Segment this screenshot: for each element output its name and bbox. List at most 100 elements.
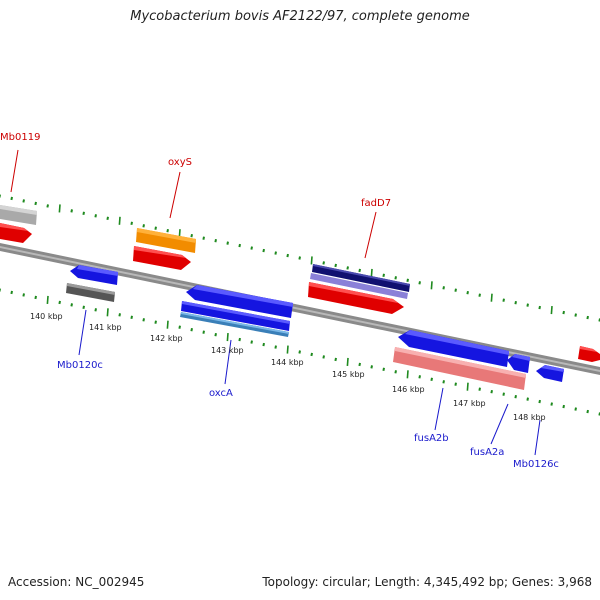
major-tick <box>118 216 121 225</box>
gene-arrow-oxca[interactable] <box>186 285 293 318</box>
minor-tick <box>274 345 277 349</box>
minor-tick <box>454 382 457 386</box>
outer-tick-track <box>0 194 600 322</box>
minor-tick <box>418 375 421 379</box>
gene-arrow-red-right[interactable] <box>578 346 600 362</box>
minor-tick <box>154 320 157 324</box>
gene-arrow-red-oxys[interactable] <box>133 246 191 270</box>
minor-tick <box>322 355 325 359</box>
minor-tick <box>562 310 565 315</box>
gene-arrow-fusa2b-pink[interactable] <box>393 347 526 390</box>
minor-tick <box>250 340 253 344</box>
minor-tick <box>250 246 253 250</box>
minor-tick <box>454 288 457 292</box>
minor-tick <box>574 313 577 317</box>
major-tick <box>406 370 409 379</box>
accession-label: Accession: NC_002945 <box>8 575 145 589</box>
minor-tick <box>562 404 565 409</box>
label-oxys[interactable]: oxyS <box>168 157 192 168</box>
gene-arrow-fusa2b[interactable] <box>398 330 509 367</box>
minor-tick <box>322 261 325 265</box>
major-tick <box>166 320 169 329</box>
gene-arrow-mb0126c[interactable] <box>536 365 564 382</box>
minor-tick <box>298 256 301 260</box>
minor-tick <box>334 357 337 362</box>
major-tick <box>106 308 109 317</box>
minor-tick <box>586 315 589 320</box>
minor-tick <box>370 365 373 369</box>
minor-tick <box>94 308 97 312</box>
minor-tick <box>178 325 181 329</box>
gene-arrow-red-mb0119[interactable] <box>0 223 32 243</box>
minor-tick <box>442 380 445 384</box>
minor-tick <box>262 342 265 347</box>
minor-tick <box>406 278 409 283</box>
label-mb0126c[interactable]: Mb0126c <box>513 459 559 470</box>
major-tick <box>430 281 433 290</box>
minor-tick <box>346 266 349 270</box>
genome-backbone <box>0 243 600 375</box>
minor-tick <box>310 352 313 357</box>
gene-arrow-fadd7[interactable] <box>310 264 410 299</box>
minor-tick <box>82 305 85 310</box>
major-tick <box>226 333 229 342</box>
scale-labels: 140 kbp 141 kbp 142 kbp 143 kbp 144 kbp … <box>30 312 546 422</box>
minor-tick <box>358 362 361 367</box>
label-fusa2b[interactable]: fusA2b <box>414 433 449 444</box>
minor-tick <box>142 318 145 322</box>
minor-tick <box>58 300 61 305</box>
gene-arrow-oxys[interactable] <box>136 228 196 253</box>
label-fadd7[interactable]: fadD7 <box>361 198 391 209</box>
gene-arrow-fusa2a[interactable] <box>507 354 530 373</box>
gene-arrow-oxca-inner[interactable] <box>181 301 290 331</box>
minor-tick <box>526 397 529 401</box>
minor-tick <box>130 315 133 319</box>
label-fusa2a[interactable]: fusA2a <box>470 447 504 458</box>
minor-tick <box>202 330 205 334</box>
label-mb0120c[interactable]: Mb0120c <box>57 360 103 371</box>
minor-tick <box>430 377 433 381</box>
scale-label: 145 kbp <box>332 370 365 379</box>
minor-tick <box>442 286 445 290</box>
gene-labels: Mb0119 oxyS fadD7 Mb0120c oxcA fusA2b fu… <box>0 132 559 470</box>
gene-arrow-mb0120c[interactable] <box>70 265 118 285</box>
minor-tick <box>334 263 337 268</box>
gene-arrow-gray[interactable] <box>0 205 37 225</box>
major-tick <box>490 293 493 302</box>
scale-label: 148 kbp <box>513 413 546 422</box>
gene-arrow-oxca-steel[interactable] <box>180 312 289 337</box>
minor-tick <box>286 253 289 258</box>
minor-tick <box>382 367 385 372</box>
scale-label: 147 kbp <box>453 399 486 408</box>
major-tick <box>58 204 61 213</box>
map-title: Mycobacterium bovis AF2122/97, complete … <box>130 9 470 24</box>
minor-tick <box>394 276 397 280</box>
minor-tick <box>142 224 145 228</box>
minor-tick <box>238 243 241 248</box>
major-tick <box>178 229 181 238</box>
label-mb0119[interactable]: Mb0119 <box>0 132 40 143</box>
minor-tick <box>226 241 229 245</box>
minor-tick <box>190 233 193 238</box>
minor-tick <box>382 273 385 278</box>
scale-label: 140 kbp <box>30 312 63 321</box>
minor-tick <box>106 216 109 221</box>
minor-tick <box>478 387 481 391</box>
minor-tick <box>466 291 469 295</box>
major-tick <box>346 357 349 366</box>
gene-arrow-gray-reverse[interactable] <box>66 283 115 302</box>
minor-tick <box>490 389 493 394</box>
gene-arrow-red-fadd7[interactable] <box>308 282 404 314</box>
minor-tick <box>478 293 481 297</box>
forward-features <box>0 205 600 362</box>
reverse-features <box>66 265 564 390</box>
label-oxca[interactable]: oxcA <box>209 388 233 399</box>
minor-tick <box>118 313 121 317</box>
minor-tick <box>34 295 37 300</box>
minor-tick <box>82 211 85 216</box>
scale-label: 143 kbp <box>211 346 244 355</box>
minor-tick <box>358 268 361 273</box>
scale-label: 146 kbp <box>392 385 425 394</box>
scale-label: 142 kbp <box>150 334 183 343</box>
label-leader-lines <box>10 149 541 456</box>
